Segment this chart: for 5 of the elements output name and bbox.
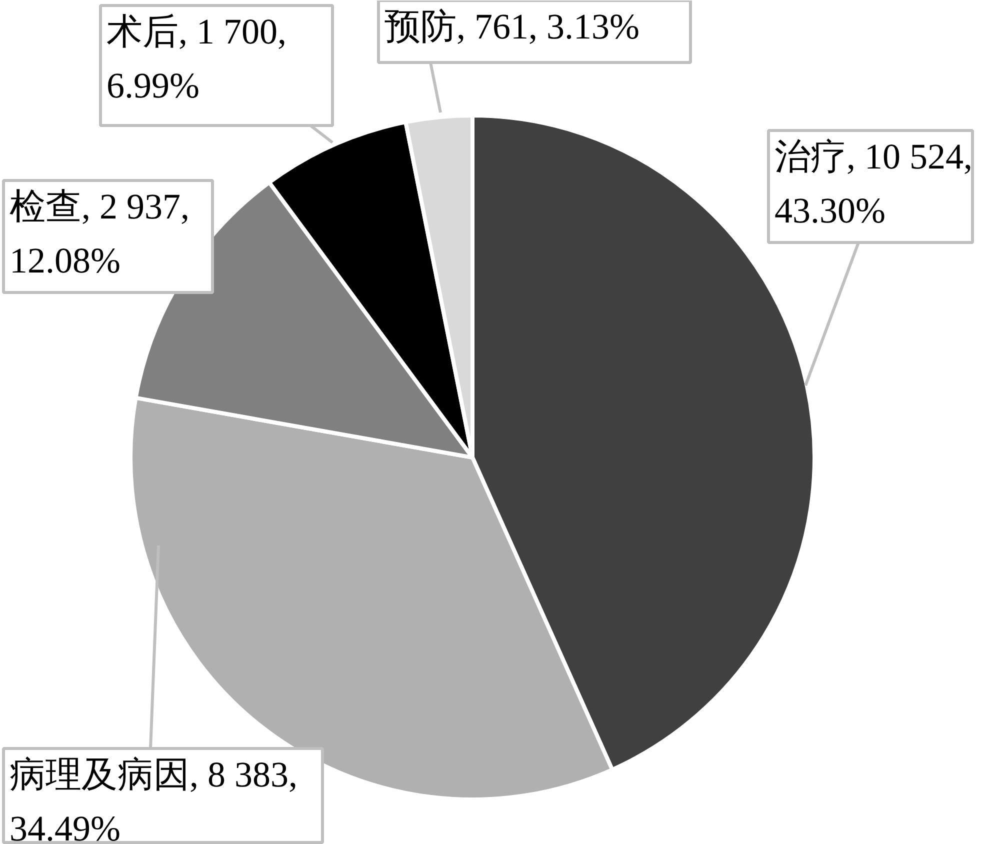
slice-label: 检查, 2 937, 12.08% — [10, 186, 190, 280]
slice-label: 术后, 1 700, 6.99% — [106, 12, 286, 106]
slice-label: 病理及病因, 8 383, 34.49% — [10, 754, 298, 844]
slice-label: 治疗, 10 524, 43.30% — [774, 136, 972, 230]
slice-label: 预防, 761, 3.13% — [384, 6, 640, 46]
